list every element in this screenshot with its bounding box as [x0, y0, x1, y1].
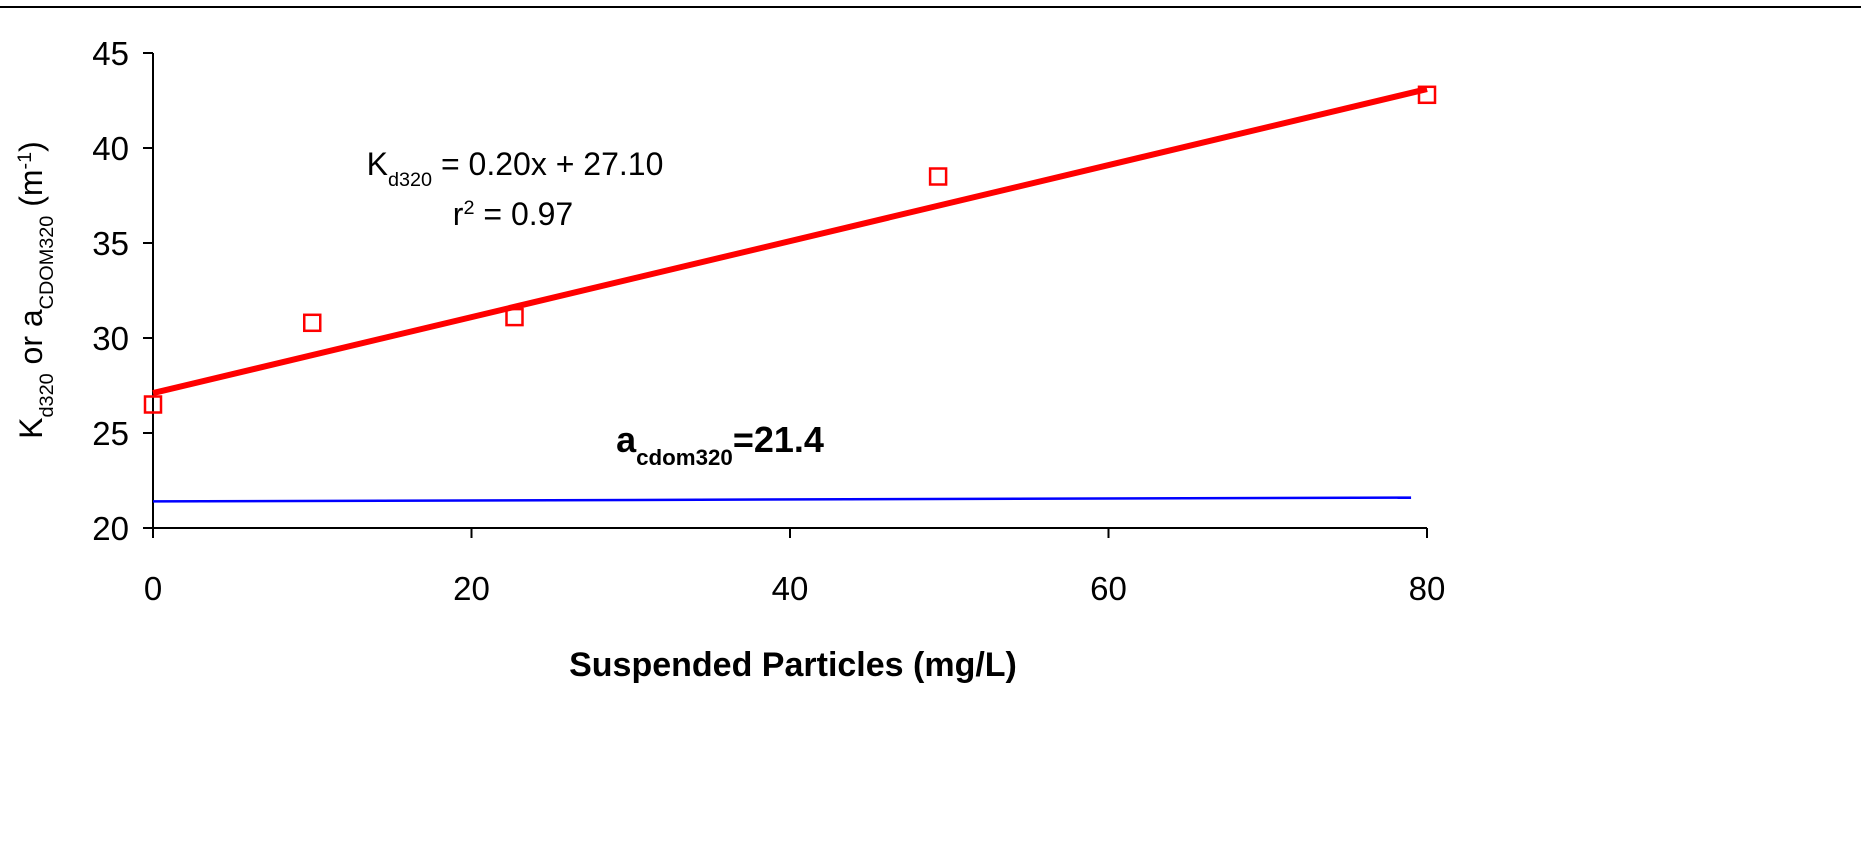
- y-tick-label: 30: [92, 320, 129, 357]
- text-part: -1: [14, 152, 36, 170]
- y-axis-title: Kd320 or aCDOM320 (m-1): [13, 141, 58, 439]
- text-part: = 0.97: [474, 196, 573, 232]
- x-tick-label: 0: [144, 570, 162, 607]
- y-tick-label: 35: [92, 225, 129, 262]
- y-tick-label: 40: [92, 130, 129, 167]
- annotation: acdom320=21.4: [616, 419, 824, 470]
- x-axis-title: Suspended Particles (mg/L): [569, 646, 1017, 684]
- y-tick-label: 20: [92, 510, 129, 547]
- marker: [143, 395, 163, 414]
- text-part: r: [453, 196, 464, 232]
- text-part: CDOM320: [36, 216, 58, 310]
- line: [152, 496, 1412, 503]
- text-part: a: [616, 419, 637, 460]
- text-part: K: [13, 417, 49, 438]
- text-part: or a: [13, 309, 49, 373]
- x-tick-label: 60: [1090, 570, 1127, 607]
- text-part: d320: [388, 169, 432, 191]
- annotation: r2 = 0.97: [453, 196, 573, 232]
- text-part: ): [13, 141, 49, 152]
- text-part: (m: [13, 169, 49, 215]
- y-tick-label: 45: [92, 35, 129, 72]
- marker: [1417, 85, 1437, 105]
- text-part: K: [367, 146, 388, 182]
- text-part: 2: [463, 197, 474, 219]
- x-tick-label: 80: [1409, 570, 1446, 607]
- annotation: Kd320 = 0.20x + 27.10: [367, 146, 664, 191]
- marker: [928, 167, 948, 186]
- marker: [303, 313, 322, 333]
- text-part: =21.4: [733, 419, 824, 460]
- text-part: d320: [36, 373, 58, 417]
- marker: [505, 307, 524, 327]
- line: [152, 86, 1428, 397]
- text-part: cdom320: [636, 445, 733, 470]
- x-tick-label: 20: [453, 570, 490, 607]
- y-tick-label: 25: [92, 415, 129, 452]
- text-part: = 0.20x + 27.10: [432, 146, 663, 182]
- x-tick-label: 40: [772, 570, 809, 607]
